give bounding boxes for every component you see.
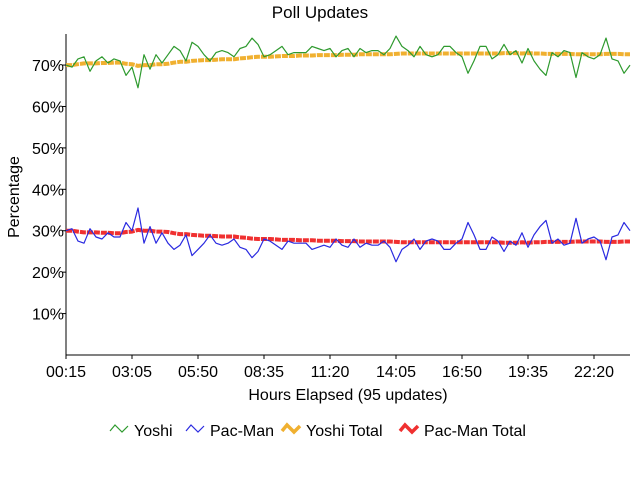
series-line-yoshi-total xyxy=(66,51,630,68)
legend-item: Pac-Man Total xyxy=(398,422,526,440)
x-tick-label: 16:50 xyxy=(442,364,482,381)
legend-item: Yoshi Total xyxy=(280,422,383,440)
x-tick-label: 05:50 xyxy=(178,364,218,381)
x-tick-label: 11:20 xyxy=(311,364,350,381)
legend-label: Yoshi Total xyxy=(306,423,383,440)
x-tick-label: 03:05 xyxy=(112,364,152,381)
y-tick-label: 30% xyxy=(32,224,64,241)
series-layer xyxy=(65,35,631,263)
y-tick-label: 60% xyxy=(32,99,64,116)
x-tick-label: 08:35 xyxy=(244,364,284,381)
x-axis-label: Hours Elapsed (95 updates) xyxy=(248,387,447,404)
series-line-pac-man xyxy=(65,207,631,263)
legend-item: Pac-Man xyxy=(185,423,274,440)
y-tick-label: 40% xyxy=(32,182,64,199)
y-tick-label: 10% xyxy=(32,307,64,324)
legend-swatch-icon xyxy=(280,422,302,435)
y-tick-label: 20% xyxy=(32,265,64,282)
axis-ticks: 10% 20% 30% 40% 50% 60% 70% 00:15 03:05 05:50 08:3… xyxy=(32,58,614,381)
legend-label: Pac-Man Total xyxy=(424,423,526,440)
series-line-yoshi xyxy=(65,35,631,89)
x-tick-label: 00:15 xyxy=(46,364,86,381)
legend-label: Yoshi xyxy=(134,423,173,440)
y-tick-label: 70% xyxy=(32,58,64,75)
legend-swatch-icon xyxy=(109,424,129,433)
series-line-pac-man-total xyxy=(66,227,630,245)
legend-swatch-icon xyxy=(398,422,420,435)
legend: Yoshi Pac-Man Yoshi Total Pac-Man Total xyxy=(109,422,526,440)
x-tick-label: 22:20 xyxy=(574,364,614,381)
x-tick-label: 14:05 xyxy=(376,364,416,381)
legend-label: Pac-Man xyxy=(210,423,274,440)
legend-swatch-icon xyxy=(185,424,205,433)
y-axis-label: Percentage xyxy=(6,156,23,238)
x-tick-label: 19:35 xyxy=(508,364,548,381)
legend-item: Yoshi xyxy=(109,423,173,440)
y-tick-label: 50% xyxy=(32,141,64,158)
chart-title: Poll Updates xyxy=(272,3,368,22)
